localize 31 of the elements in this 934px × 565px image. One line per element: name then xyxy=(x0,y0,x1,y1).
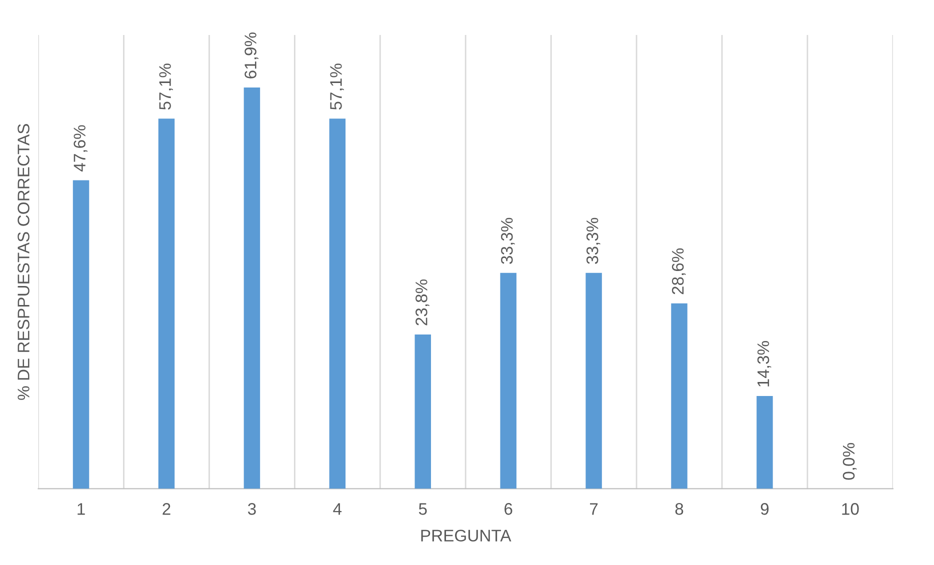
data-label: 57,1% xyxy=(330,64,344,110)
data-label: 33,3% xyxy=(501,218,515,264)
x-tick-label: 1 xyxy=(78,503,85,515)
bar xyxy=(500,272,516,489)
data-label: 47,6% xyxy=(74,125,88,172)
x-tick-label: 4 xyxy=(333,503,342,515)
x-tick-label: 2 xyxy=(162,503,170,515)
data-label: 33,3% xyxy=(586,218,600,264)
bar xyxy=(329,118,346,489)
bar xyxy=(671,303,688,489)
y-axis-title: % DE RESPPUESTAS CORRECTAS xyxy=(18,124,30,400)
x-tick-label: 10 xyxy=(842,503,859,515)
data-label: 61,9% xyxy=(244,32,258,78)
x-tick-label: 6 xyxy=(504,503,512,515)
bar xyxy=(158,118,175,489)
data-label: 0,0% xyxy=(842,442,857,480)
bar xyxy=(72,180,90,489)
bar xyxy=(756,396,773,489)
x-tick-label: 7 xyxy=(590,503,598,515)
x-tick-label: 3 xyxy=(248,503,256,515)
data-label: 57,1% xyxy=(159,64,173,110)
bar xyxy=(586,272,602,489)
bar xyxy=(244,88,260,489)
x-axis-title: PREGUNTA xyxy=(421,530,512,542)
data-label: 23,8% xyxy=(416,279,430,326)
data-label: 28,6% xyxy=(672,248,686,294)
x-tick-label: 9 xyxy=(760,503,769,515)
bar xyxy=(414,334,431,489)
x-tick-label: 5 xyxy=(418,503,427,515)
x-tick-label: 8 xyxy=(675,503,684,515)
data-label: 14,3% xyxy=(757,341,772,386)
